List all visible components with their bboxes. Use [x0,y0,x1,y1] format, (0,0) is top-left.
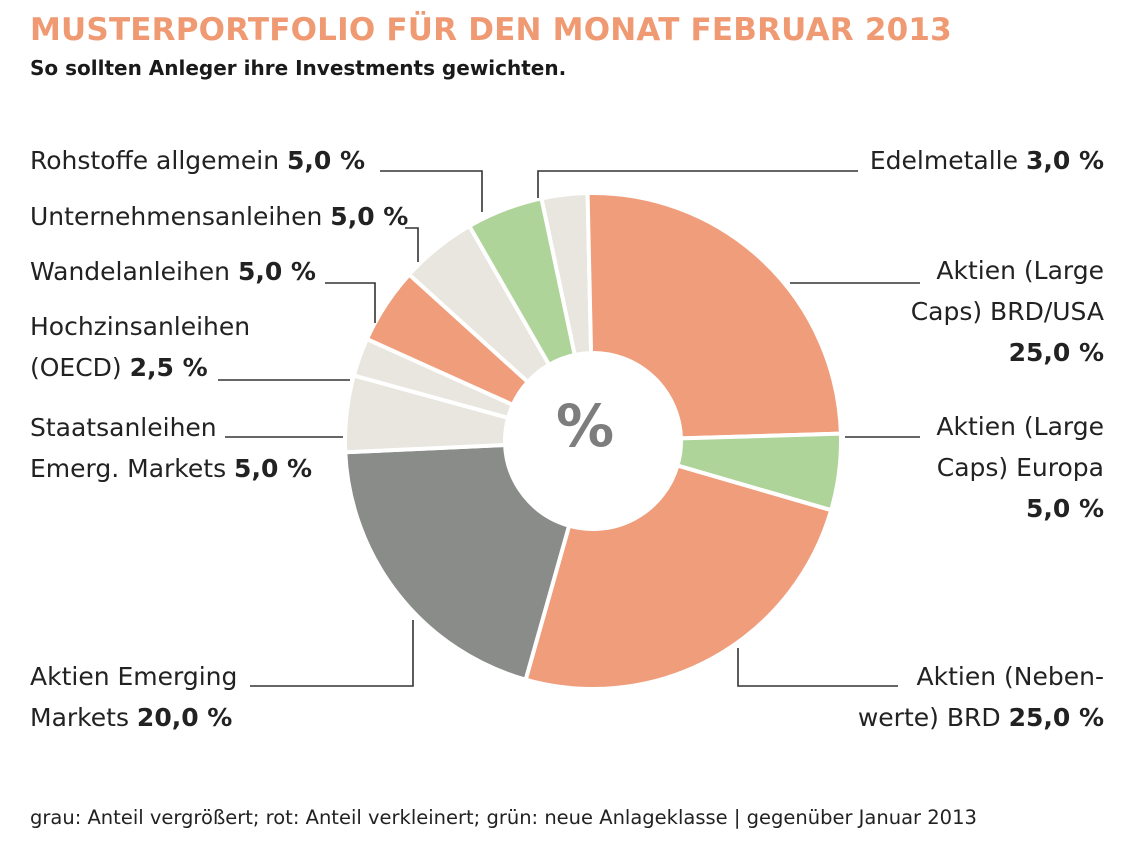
leader-line-aktien-nebenwerte [737,648,898,687]
leader-line-rohstoffe [380,170,483,212]
slice-name: Unternehmensanleihen [30,202,331,231]
slice-name: Edelmetalle [869,146,1026,175]
slice-name-line1: Aktien Emerging [30,662,238,691]
slice-value: 25,0 % [1008,703,1104,732]
slice-name-line1: Staatsanleihen [30,413,217,442]
slice-name-line1: Aktien (Large [936,256,1104,285]
slice-label-wandelanleihen: Wandelanleihen 5,0 % [30,251,316,292]
slice-label-hochzinsanleihen: Hochzinsanleihen (OECD) 2,5 % [30,306,250,388]
slice-name-line1: Aktien (Large [936,412,1104,441]
footer-legend-note: grau: Anteil vergrößert; rot: Anteil ver… [30,806,977,829]
slice-name-line2: Emerg. Markets [30,454,235,483]
slice-name-line2: Caps) Europa [936,453,1104,482]
slice-label-aktien-large-caps-usa: Aktien (Large Caps) BRD/USA 25,0 % [911,250,1104,373]
slice-name-line2: (OECD) [30,353,130,382]
slice-name: Rohstoffe allgemein [30,146,287,175]
slice-value: 2,5 % [129,353,208,382]
slice-label-edelmetalle: Edelmetalle 3,0 % [870,140,1104,181]
slice-value: 25,0 % [1008,338,1104,367]
chart-title: MUSTERPORTFOLIO FÜR DEN MONAT FEBRUAR 20… [30,12,952,48]
pie-slice-aktien-emerging-markets [343,442,572,682]
slice-name-line1: Hochzinsanleihen [30,312,251,341]
slice-label-unternehmensanleihen: Unternehmensanleihen 5,0 % [30,196,408,237]
slice-name-line1: Aktien (Neben- [916,662,1104,691]
slice-name-line2: Caps) BRD/USA [910,297,1104,326]
slice-label-rohstoffe: Rohstoffe allgemein 5,0 % [30,140,365,181]
slice-value: 3,0 % [1025,146,1104,175]
slice-label-aktien-nebenwerte: Aktien (Neben- werte) BRD 25,0 % [858,656,1104,738]
slice-label-staatsanleihen: Staatsanleihen Emerg. Markets 5,0 % [30,407,312,489]
slice-value: 5,0 % [287,146,366,175]
slice-label-aktien-emerging-markets: Aktien Emerging Markets 20,0 % [30,656,237,738]
slice-name: Wandelanleihen [30,257,238,286]
leader-line-unternehmensanleihen [405,227,419,262]
center-percent-symbol: % [555,392,615,460]
slice-label-aktien-large-caps-europa: Aktien (Large Caps) Europa 5,0 % [936,406,1104,529]
leader-line-wandelanleihen [325,282,376,323]
slice-value: 5,0 % [330,202,409,231]
slice-value: 5,0 % [234,454,313,483]
chart-subtitle: So sollten Anleger ihre Investments gewi… [30,56,567,80]
slice-value: 5,0 % [237,257,316,286]
slice-name-line2: Markets [30,703,137,732]
slice-value: 5,0 % [1025,494,1104,523]
slice-name-line2: werte) BRD [857,703,1009,732]
leader-line-aktien-emerging-markets [250,620,414,687]
leader-line-edelmetalle [537,170,858,198]
pie-slice-rohstoffe-allgemein [467,196,577,367]
pie-slice-aktien-nebenwerte-brd [523,463,834,691]
slice-value: 20,0 % [136,703,233,732]
pie-slice-aktien-large-caps-brd-usa [585,191,843,441]
